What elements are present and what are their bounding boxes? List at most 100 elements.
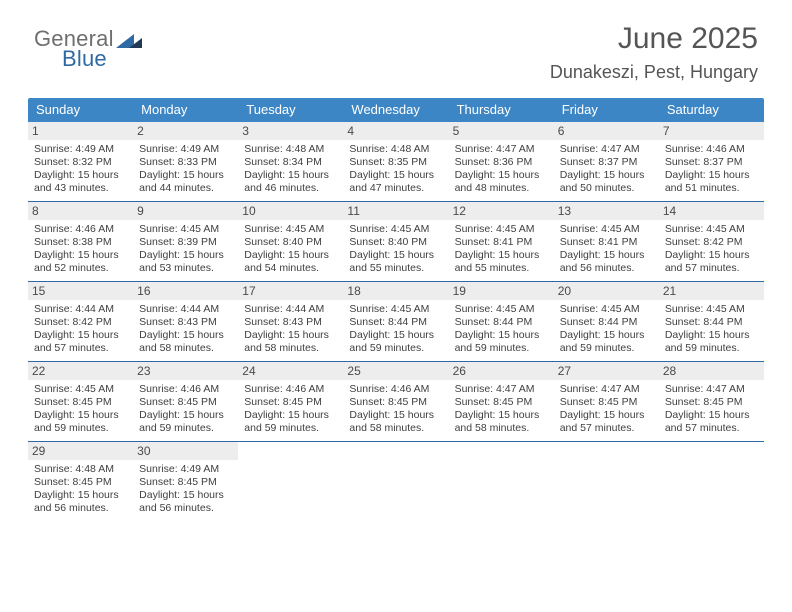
sunrise-text: Sunrise: 4:45 AM — [349, 303, 444, 316]
sunrise-text: Sunrise: 4:45 AM — [455, 223, 550, 236]
day-number: 5 — [449, 122, 554, 140]
weekday-header: Sunday — [28, 98, 133, 122]
daylight-line-2: and 51 minutes. — [665, 182, 760, 195]
day-number — [659, 442, 764, 460]
day-cell: 24Sunrise: 4:46 AMSunset: 8:45 PMDayligh… — [238, 362, 343, 441]
daylight-line-1: Daylight: 15 hours — [560, 169, 655, 182]
day-cell: 12Sunrise: 4:45 AMSunset: 8:41 PMDayligh… — [449, 202, 554, 281]
day-number: 24 — [238, 362, 343, 380]
day-cell: 15Sunrise: 4:44 AMSunset: 8:42 PMDayligh… — [28, 282, 133, 361]
sunrise-text: Sunrise: 4:45 AM — [560, 223, 655, 236]
day-number: 12 — [449, 202, 554, 220]
weekday-header: Tuesday — [238, 98, 343, 122]
day-number: 20 — [554, 282, 659, 300]
daylight-line-2: and 58 minutes. — [349, 422, 444, 435]
day-body: Sunrise: 4:45 AMSunset: 8:44 PMDaylight:… — [560, 303, 655, 355]
daylight-line-1: Daylight: 15 hours — [139, 169, 234, 182]
weekday-header: Thursday — [449, 98, 554, 122]
day-number: 14 — [659, 202, 764, 220]
day-body: Sunrise: 4:46 AMSunset: 8:38 PMDaylight:… — [34, 223, 129, 275]
sunset-text: Sunset: 8:43 PM — [139, 316, 234, 329]
daylight-line-1: Daylight: 15 hours — [349, 249, 444, 262]
sunrise-text: Sunrise: 4:44 AM — [244, 303, 339, 316]
day-number: 25 — [343, 362, 448, 380]
day-cell: 30Sunrise: 4:49 AMSunset: 8:45 PMDayligh… — [133, 442, 238, 521]
day-number — [554, 442, 659, 460]
header: General Blue June 2025 Dunakeszi, Pest, … — [28, 22, 764, 94]
sunrise-text: Sunrise: 4:49 AM — [139, 463, 234, 476]
day-number: 18 — [343, 282, 448, 300]
sunset-text: Sunset: 8:37 PM — [560, 156, 655, 169]
daylight-line-2: and 55 minutes. — [455, 262, 550, 275]
weekday-header: Monday — [133, 98, 238, 122]
sunset-text: Sunset: 8:45 PM — [560, 396, 655, 409]
day-body: Sunrise: 4:45 AMSunset: 8:40 PMDaylight:… — [244, 223, 339, 275]
day-body: Sunrise: 4:46 AMSunset: 8:37 PMDaylight:… — [665, 143, 760, 195]
daylight-line-2: and 59 minutes. — [139, 422, 234, 435]
weekday-header-row: SundayMondayTuesdayWednesdayThursdayFrid… — [28, 98, 764, 122]
day-cell: 6 Sunrise: 4:47 AMSunset: 8:37 PMDaylight… — [554, 122, 659, 201]
day-cell: 29Sunrise: 4:48 AMSunset: 8:45 PMDayligh… — [28, 442, 133, 521]
day-number: 16 — [133, 282, 238, 300]
day-cell: 21Sunrise: 4:45 AMSunset: 8:44 PMDayligh… — [659, 282, 764, 361]
sunset-text: Sunset: 8:37 PM — [665, 156, 760, 169]
day-number — [449, 442, 554, 460]
day-number: 13 — [554, 202, 659, 220]
daylight-line-2: and 56 minutes. — [560, 262, 655, 275]
day-cell: 2Sunrise: 4:49 AMSunset: 8:33 PMDaylight… — [133, 122, 238, 201]
daylight-line-2: and 59 minutes. — [34, 422, 129, 435]
weeks-container: 1Sunrise: 4:49 AMSunset: 8:32 PMDaylight… — [28, 122, 764, 521]
sunset-text: Sunset: 8:32 PM — [34, 156, 129, 169]
sunset-text: Sunset: 8:45 PM — [349, 396, 444, 409]
day-number: 6 — [554, 122, 659, 140]
daylight-line-2: and 53 minutes. — [139, 262, 234, 275]
title-block: June 2025 Dunakeszi, Pest, Hungary — [550, 22, 758, 83]
sunset-text: Sunset: 8:45 PM — [455, 396, 550, 409]
sunset-text: Sunset: 8:40 PM — [244, 236, 339, 249]
day-cell: 4Sunrise: 4:48 AMSunset: 8:35 PMDaylight… — [343, 122, 448, 201]
day-number: 28 — [659, 362, 764, 380]
sunrise-text: Sunrise: 4:45 AM — [349, 223, 444, 236]
day-cell — [449, 442, 554, 521]
daylight-line-1: Daylight: 15 hours — [455, 409, 550, 422]
sunset-text: Sunset: 8:44 PM — [349, 316, 444, 329]
sunset-text: Sunset: 8:33 PM — [139, 156, 234, 169]
daylight-line-1: Daylight: 15 hours — [349, 169, 444, 182]
daylight-line-2: and 54 minutes. — [244, 262, 339, 275]
day-number: 7 — [659, 122, 764, 140]
month-title: June 2025 — [550, 22, 758, 56]
daylight-line-2: and 47 minutes. — [349, 182, 444, 195]
sunrise-text: Sunrise: 4:47 AM — [665, 383, 760, 396]
sunset-text: Sunset: 8:45 PM — [665, 396, 760, 409]
daylight-line-1: Daylight: 15 hours — [560, 409, 655, 422]
sunset-text: Sunset: 8:44 PM — [560, 316, 655, 329]
weekday-header: Friday — [554, 98, 659, 122]
sunrise-text: Sunrise: 4:46 AM — [349, 383, 444, 396]
daylight-line-1: Daylight: 15 hours — [34, 329, 129, 342]
day-cell: 5Sunrise: 4:47 AMSunset: 8:36 PMDaylight… — [449, 122, 554, 201]
day-number: 11 — [343, 202, 448, 220]
sunrise-text: Sunrise: 4:44 AM — [139, 303, 234, 316]
daylight-line-1: Daylight: 15 hours — [455, 249, 550, 262]
sunrise-text: Sunrise: 4:46 AM — [244, 383, 339, 396]
daylight-line-2: and 56 minutes. — [139, 502, 234, 515]
daylight-line-2: and 59 minutes. — [665, 342, 760, 355]
sunrise-text: Sunrise: 4:49 AM — [139, 143, 234, 156]
daylight-line-1: Daylight: 15 hours — [455, 329, 550, 342]
day-number: 27 — [554, 362, 659, 380]
day-body: Sunrise: 4:48 AMSunset: 8:45 PMDaylight:… — [34, 463, 129, 515]
day-number: 21 — [659, 282, 764, 300]
day-cell: 13 Sunrise: 4:45 AMSunset: 8:41 PMDayligh… — [554, 202, 659, 281]
day-cell: 22Sunrise: 4:45 AMSunset: 8:45 PMDayligh… — [28, 362, 133, 441]
daylight-line-2: and 52 minutes. — [34, 262, 129, 275]
day-body: Sunrise: 4:45 AMSunset: 8:41 PMDaylight:… — [560, 223, 655, 275]
day-number: 4 — [343, 122, 448, 140]
day-number: 8 — [28, 202, 133, 220]
weekday-header: Wednesday — [343, 98, 448, 122]
sunrise-text: Sunrise: 4:47 AM — [455, 143, 550, 156]
day-cell: 25Sunrise: 4:46 AMSunset: 8:45 PMDayligh… — [343, 362, 448, 441]
sunrise-text: Sunrise: 4:47 AM — [560, 143, 655, 156]
daylight-line-1: Daylight: 15 hours — [244, 329, 339, 342]
day-number: 30 — [133, 442, 238, 460]
daylight-line-1: Daylight: 15 hours — [139, 329, 234, 342]
